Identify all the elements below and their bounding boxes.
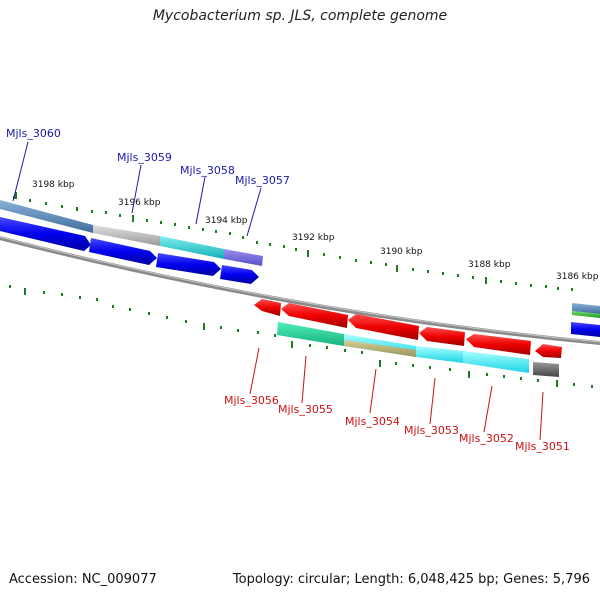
gene-block-mjls-3058[interactable] bbox=[160, 236, 224, 259]
genome-summary-text: Topology: circular; Length: 6,048,425 bp… bbox=[232, 572, 590, 587]
accession-text: Accession: NC_009077 bbox=[9, 572, 157, 587]
tick-label: 3194 kbp bbox=[205, 216, 248, 226]
tick-label: 3196 kbp bbox=[118, 198, 161, 208]
gene-label-mjls-3052[interactable]: Mjls_3052 bbox=[459, 432, 514, 445]
upper-tick-row bbox=[13, 196, 573, 291]
gene-block-mjls-3053[interactable] bbox=[416, 346, 463, 363]
gene-label-mjls-3057[interactable]: Mjls_3057 bbox=[235, 174, 290, 187]
tick-label: 3190 kbp bbox=[380, 247, 423, 257]
gene-block-mjls-3052[interactable] bbox=[463, 351, 529, 373]
gene-label-mjls-3055[interactable]: Mjls_3055 bbox=[278, 403, 333, 416]
cds-arrow[interactable] bbox=[419, 327, 465, 346]
gene-block-mjls-3057[interactable] bbox=[224, 249, 263, 266]
gene-block-mjls-3055[interactable] bbox=[277, 322, 344, 346]
gene-block-mjls-3060[interactable] bbox=[0, 200, 93, 233]
gene-block-right-edge-green[interactable] bbox=[572, 311, 600, 318]
upper-callouts bbox=[12, 141, 262, 237]
gene-block-mjls-3059[interactable] bbox=[93, 225, 160, 246]
cds-arrow[interactable] bbox=[0, 217, 91, 251]
cds-arrow[interactable] bbox=[571, 322, 600, 337]
reverse-strand-genes-outer bbox=[277, 322, 559, 377]
tick-label: 3186 kbp bbox=[556, 272, 599, 282]
gene-block-right-edge[interactable] bbox=[572, 303, 600, 314]
reverse-strand-cds bbox=[254, 299, 562, 358]
gene-label-mjls-3051[interactable]: Mjls_3051 bbox=[515, 440, 570, 453]
gene-label-mjls-3060[interactable]: Mjls_3060 bbox=[6, 127, 61, 140]
cds-arrow[interactable] bbox=[281, 303, 348, 328]
lower-tick-row bbox=[9, 285, 593, 388]
gene-label-mjls-3056[interactable]: Mjls_3056 bbox=[224, 394, 279, 407]
gene-label-mjls-3058[interactable]: Mjls_3058 bbox=[180, 164, 235, 177]
gene-block-mjls-3051[interactable] bbox=[533, 362, 559, 377]
cds-arrow[interactable] bbox=[89, 238, 157, 265]
cds-arrow[interactable] bbox=[348, 314, 419, 340]
forward-strand-genes-outer bbox=[0, 200, 600, 318]
forward-strand-cds bbox=[0, 217, 600, 337]
lower-callouts bbox=[249, 347, 544, 441]
genome-backbone bbox=[0, 236, 600, 345]
gene-label-mjls-3053[interactable]: Mjls_3053 bbox=[404, 424, 459, 437]
cds-arrow[interactable] bbox=[466, 334, 531, 355]
gene-label-mjls-3054[interactable]: Mjls_3054 bbox=[345, 415, 400, 428]
tick-label: 3188 kbp bbox=[468, 260, 511, 270]
gene-label-mjls-3059[interactable]: Mjls_3059 bbox=[117, 151, 172, 164]
gene-block-mjls-3054-b[interactable] bbox=[344, 340, 416, 357]
cds-arrow[interactable] bbox=[156, 253, 221, 276]
cds-arrow[interactable] bbox=[254, 299, 281, 316]
tick-label: 3198 kbp bbox=[32, 180, 75, 190]
cds-arrow[interactable] bbox=[220, 265, 259, 284]
map-title: Mycobacterium sp. JLS, complete genome bbox=[152, 8, 448, 24]
cds-arrow[interactable] bbox=[535, 344, 562, 358]
tick-label: 3192 kbp bbox=[292, 233, 335, 243]
